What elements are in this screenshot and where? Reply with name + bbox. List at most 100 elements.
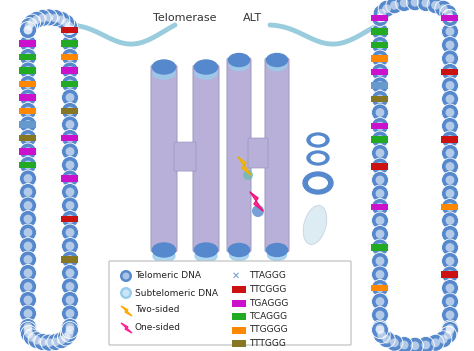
Circle shape [65,228,74,237]
FancyBboxPatch shape [227,58,251,252]
Polygon shape [250,192,263,211]
FancyBboxPatch shape [174,142,196,171]
Circle shape [62,75,79,93]
Circle shape [62,89,79,106]
Circle shape [24,329,40,346]
Circle shape [120,287,132,299]
Circle shape [372,158,389,175]
Circle shape [441,266,458,283]
Circle shape [427,334,444,351]
Circle shape [375,284,384,292]
Circle shape [20,18,37,35]
Circle shape [446,162,455,171]
Circle shape [62,238,79,254]
Circle shape [38,14,47,22]
Circle shape [19,197,36,214]
Ellipse shape [194,243,218,257]
Circle shape [19,305,36,322]
Circle shape [62,116,79,133]
Bar [62,256,79,263]
Ellipse shape [266,53,288,66]
Circle shape [375,68,384,77]
Circle shape [431,338,440,347]
Bar [19,94,36,101]
Circle shape [375,27,384,36]
Circle shape [53,11,70,28]
Circle shape [446,230,455,238]
Circle shape [65,53,74,61]
Circle shape [427,0,444,14]
Circle shape [122,272,129,279]
Circle shape [417,337,434,351]
Circle shape [407,337,423,351]
Circle shape [62,157,79,173]
Circle shape [441,118,458,134]
Bar [62,54,79,60]
Circle shape [40,9,57,26]
Circle shape [19,291,36,309]
Bar [19,135,36,141]
Circle shape [19,143,36,160]
Circle shape [47,333,64,351]
Circle shape [51,14,60,22]
Text: Telomerase: Telomerase [153,13,217,23]
Bar [62,216,79,222]
Ellipse shape [153,67,175,79]
Circle shape [65,174,74,183]
Circle shape [47,9,64,27]
Circle shape [446,324,455,333]
Circle shape [446,54,455,63]
Ellipse shape [153,60,175,74]
Ellipse shape [228,53,249,66]
Ellipse shape [266,244,288,257]
Circle shape [378,331,395,348]
Circle shape [19,130,36,146]
Circle shape [19,184,36,200]
Circle shape [441,322,458,338]
Circle shape [24,26,32,34]
Circle shape [19,170,36,187]
Bar [232,326,246,333]
Circle shape [375,189,384,198]
Circle shape [446,243,455,252]
Text: ALT: ALT [242,13,262,23]
Circle shape [65,296,74,304]
Circle shape [382,4,391,13]
Circle shape [122,290,129,297]
Circle shape [62,62,79,79]
Circle shape [65,269,74,277]
Bar [372,42,389,48]
Circle shape [441,104,458,121]
Circle shape [32,15,41,24]
Circle shape [19,251,36,268]
Circle shape [441,91,458,107]
Circle shape [65,241,74,250]
Circle shape [65,201,74,210]
Circle shape [375,108,384,117]
Circle shape [62,318,79,336]
Circle shape [24,80,32,88]
Circle shape [61,18,77,35]
Circle shape [65,326,74,335]
Circle shape [372,266,389,283]
Circle shape [446,135,455,144]
Bar [62,40,79,47]
Circle shape [439,335,448,344]
Circle shape [28,11,45,28]
Bar [372,204,389,210]
Circle shape [444,330,453,339]
Circle shape [62,251,79,268]
Circle shape [19,322,36,338]
Circle shape [446,216,455,225]
Bar [372,136,389,143]
Circle shape [252,205,264,217]
Circle shape [446,14,455,22]
Circle shape [372,50,389,67]
Circle shape [64,22,73,31]
Circle shape [435,0,452,17]
Ellipse shape [307,133,329,147]
Circle shape [441,306,458,324]
Bar [372,163,389,170]
Circle shape [441,185,458,202]
Circle shape [372,279,389,297]
